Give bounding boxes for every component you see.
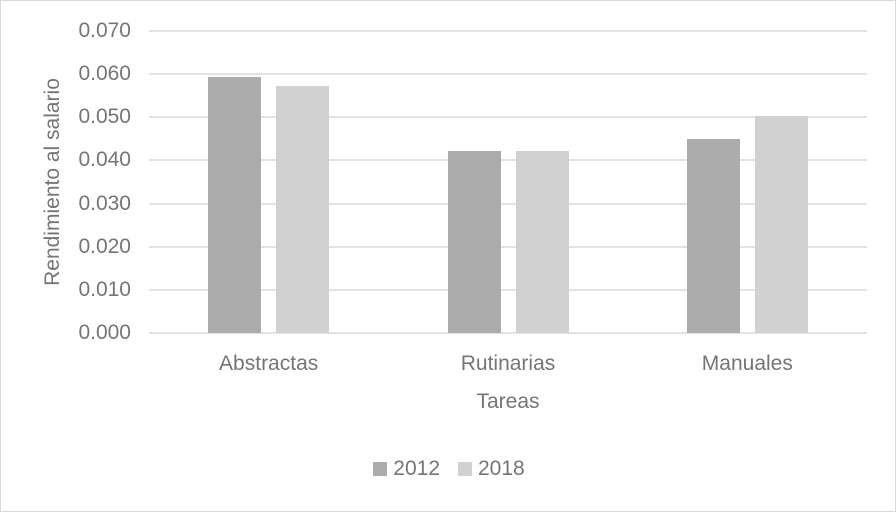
y-axis-tick-label: 0.030 [78,191,131,215]
legend-swatch-icon [458,462,472,476]
gridline [149,30,867,32]
x-axis-category-label: Rutinarias [460,352,556,375]
y-axis-tick-label: 0.010 [78,277,131,301]
bar-2012-abstractas [208,77,262,333]
y-axis-tick-label: 0.020 [78,234,131,258]
gridline [149,159,867,162]
y-axis-tick-label: 0.050 [78,105,131,129]
gridline [149,116,867,119]
legend: 2012 2018 [1,457,895,481]
x-axis-category-label: Abstractas [219,352,319,375]
gridline [149,245,867,248]
y-axis-tick-label: 0.070 [78,19,131,42]
y-axis-tick-label: 0.000 [78,321,131,344]
legend-item-2012: 2012 [373,457,440,481]
gridline [149,288,867,291]
y-axis-tick-label: 0.040 [78,148,131,172]
y-axis-tick-label: 0.060 [78,62,131,86]
x-axis-category-label: Manuales [701,352,793,375]
legend-label: 2018 [478,457,525,480]
bar-2018-rutinarias [515,150,569,333]
gridline [149,202,867,205]
bar-2012-manuales [686,138,740,333]
legend-swatch-icon [373,462,388,476]
bar-2018-manuales [754,115,808,333]
gridline [149,332,867,334]
legend-label: 2012 [393,457,440,480]
gridline [149,73,867,76]
bar-2012-rutinarias [447,150,501,333]
x-axis-title: Tareas [476,390,540,413]
legend-item-2018: 2018 [458,457,525,481]
bar-2018-abstractas [276,86,330,333]
